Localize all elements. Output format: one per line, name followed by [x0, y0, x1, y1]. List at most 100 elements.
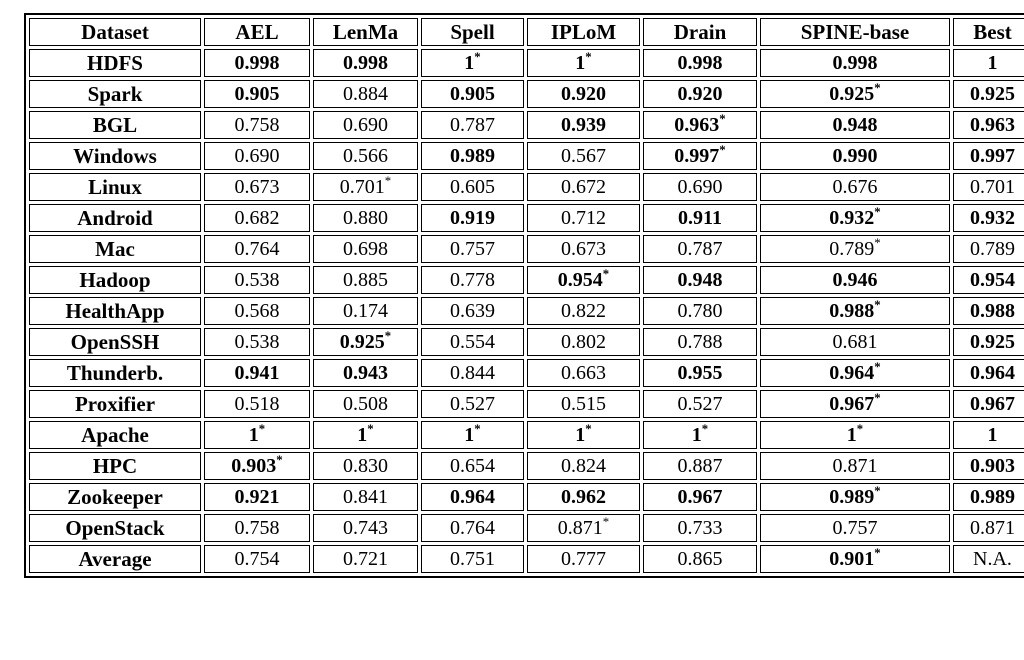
dataset-cell: Thunderb. [29, 359, 201, 387]
table-row: Proxifier 0.518 0.508 0.527 0.515 0.527 0.967*… [29, 390, 1024, 418]
best-marker-star: * [719, 142, 726, 157]
value-cell: 1* [760, 421, 950, 449]
value-cell: 0.925 [953, 328, 1024, 356]
value-cell: 1* [204, 421, 310, 449]
value-cell: 0.919 [421, 204, 524, 232]
value-cell: 0.964 [953, 359, 1024, 387]
value-cell: 0.954* [527, 266, 640, 294]
column-header: Drain [643, 18, 757, 46]
column-header: SPINE-base [760, 18, 950, 46]
value-cell: 1* [421, 421, 524, 449]
table-row: Average 0.754 0.721 0.751 0.777 0.865 0.901* N.… [29, 545, 1024, 573]
value-cell: 0.988 [953, 297, 1024, 325]
table-row: HDFS 0.998 0.998 1* 1* 0.998 0.998 1 [29, 49, 1024, 77]
value-cell: 0.998 [643, 49, 757, 77]
table-row: Zookeeper 0.921 0.841 0.964 0.962 0.967 0.989*… [29, 483, 1024, 511]
value-cell: 0.676 [760, 173, 950, 201]
value-cell: 0.764 [204, 235, 310, 263]
value-cell: 0.967 [643, 483, 757, 511]
value-cell: N.A. [953, 545, 1024, 573]
value-cell: 0.567 [527, 142, 640, 170]
best-marker-star: * [874, 545, 881, 560]
value-cell: 1* [421, 49, 524, 77]
value-cell: 0.920 [527, 80, 640, 108]
value-cell: 1* [643, 421, 757, 449]
column-header: IPLoM [527, 18, 640, 46]
value-cell: 0.681 [760, 328, 950, 356]
dataset-cell: Spark [29, 80, 201, 108]
value-cell: 0.964 [421, 483, 524, 511]
table-row: BGL 0.758 0.690 0.787 0.939 0.963* 0.948 0.963 [29, 111, 1024, 139]
table-row: Mac 0.764 0.698 0.757 0.673 0.787 0.789* 0.789 [29, 235, 1024, 263]
value-cell: 0.997 [953, 142, 1024, 170]
value-cell: 0.946 [760, 266, 950, 294]
dataset-cell: Average [29, 545, 201, 573]
value-cell: 0.690 [204, 142, 310, 170]
value-cell: 0.672 [527, 173, 640, 201]
best-marker-star: * [384, 173, 392, 188]
table-row: Apache 1* 1* 1* 1* 1* 1* 1 [29, 421, 1024, 449]
column-header: LenMa [313, 18, 418, 46]
value-cell: 0.887 [643, 452, 757, 480]
dataset-cell: Apache [29, 421, 201, 449]
dataset-cell: Mac [29, 235, 201, 263]
value-cell: 0.963 [953, 111, 1024, 139]
dataset-cell: HDFS [29, 49, 201, 77]
value-cell: 0.841 [313, 483, 418, 511]
value-cell: 0.921 [204, 483, 310, 511]
value-cell: 0.802 [527, 328, 640, 356]
dataset-cell: Windows [29, 142, 201, 170]
best-marker-star: * [874, 235, 881, 250]
value-cell: 0.743 [313, 514, 418, 542]
column-header: Dataset [29, 18, 201, 46]
value-cell: 0.789 [953, 235, 1024, 263]
best-marker-star: * [874, 483, 881, 498]
best-marker-star: * [602, 266, 610, 281]
table-row: Spark 0.905 0.884 0.905 0.920 0.920 0.925* 0.92… [29, 80, 1024, 108]
value-cell: 0.990 [760, 142, 950, 170]
value-cell: 0.787 [643, 235, 757, 263]
value-cell: 0.527 [421, 390, 524, 418]
best-marker-star: * [585, 421, 592, 436]
value-cell: 0.518 [204, 390, 310, 418]
results-table: Dataset AEL LenMa Spell IPLoM Drain SPINE-base… [24, 13, 1024, 578]
value-cell: 0.751 [421, 545, 524, 573]
value-cell: 0.932* [760, 204, 950, 232]
value-cell: 1* [313, 421, 418, 449]
value-cell: 0.757 [760, 514, 950, 542]
table-row: HPC 0.903* 0.830 0.654 0.824 0.887 0.871 0.903 [29, 452, 1024, 480]
results-table-container: Dataset AEL LenMa Spell IPLoM Drain SPINE-base… [24, 13, 1024, 578]
value-cell: 0.871* [527, 514, 640, 542]
value-cell: 0.903 [953, 452, 1024, 480]
value-cell: 0.605 [421, 173, 524, 201]
value-cell: 0.682 [204, 204, 310, 232]
best-marker-star: * [701, 421, 709, 436]
column-header: AEL [204, 18, 310, 46]
dataset-cell: Zookeeper [29, 483, 201, 511]
value-cell: 0.787 [421, 111, 524, 139]
value-cell: 0.844 [421, 359, 524, 387]
value-cell: 0.884 [313, 80, 418, 108]
value-cell: 0.989* [760, 483, 950, 511]
value-cell: 0.880 [313, 204, 418, 232]
value-cell: 0.568 [204, 297, 310, 325]
value-cell: 0.789* [760, 235, 950, 263]
value-cell: 0.967* [760, 390, 950, 418]
table-row: Linux 0.673 0.701* 0.605 0.672 0.690 0.676 0.70… [29, 173, 1024, 201]
value-cell: 0.639 [421, 297, 524, 325]
dataset-cell: Linux [29, 173, 201, 201]
table-row: Android 0.682 0.880 0.919 0.712 0.911 0.932* 0.… [29, 204, 1024, 232]
dataset-cell: OpenStack [29, 514, 201, 542]
value-cell: 0.905 [421, 80, 524, 108]
table-row: HealthApp 0.568 0.174 0.639 0.822 0.780 0.988*… [29, 297, 1024, 325]
value-cell: 0.515 [527, 390, 640, 418]
best-marker-star: * [474, 49, 481, 64]
value-cell: 0.764 [421, 514, 524, 542]
dataset-cell: Android [29, 204, 201, 232]
value-cell: 0.754 [204, 545, 310, 573]
value-cell: 0.998 [204, 49, 310, 77]
value-cell: 1* [527, 49, 640, 77]
best-marker-star: * [874, 297, 881, 312]
value-cell: 0.989 [421, 142, 524, 170]
dataset-cell: OpenSSH [29, 328, 201, 356]
